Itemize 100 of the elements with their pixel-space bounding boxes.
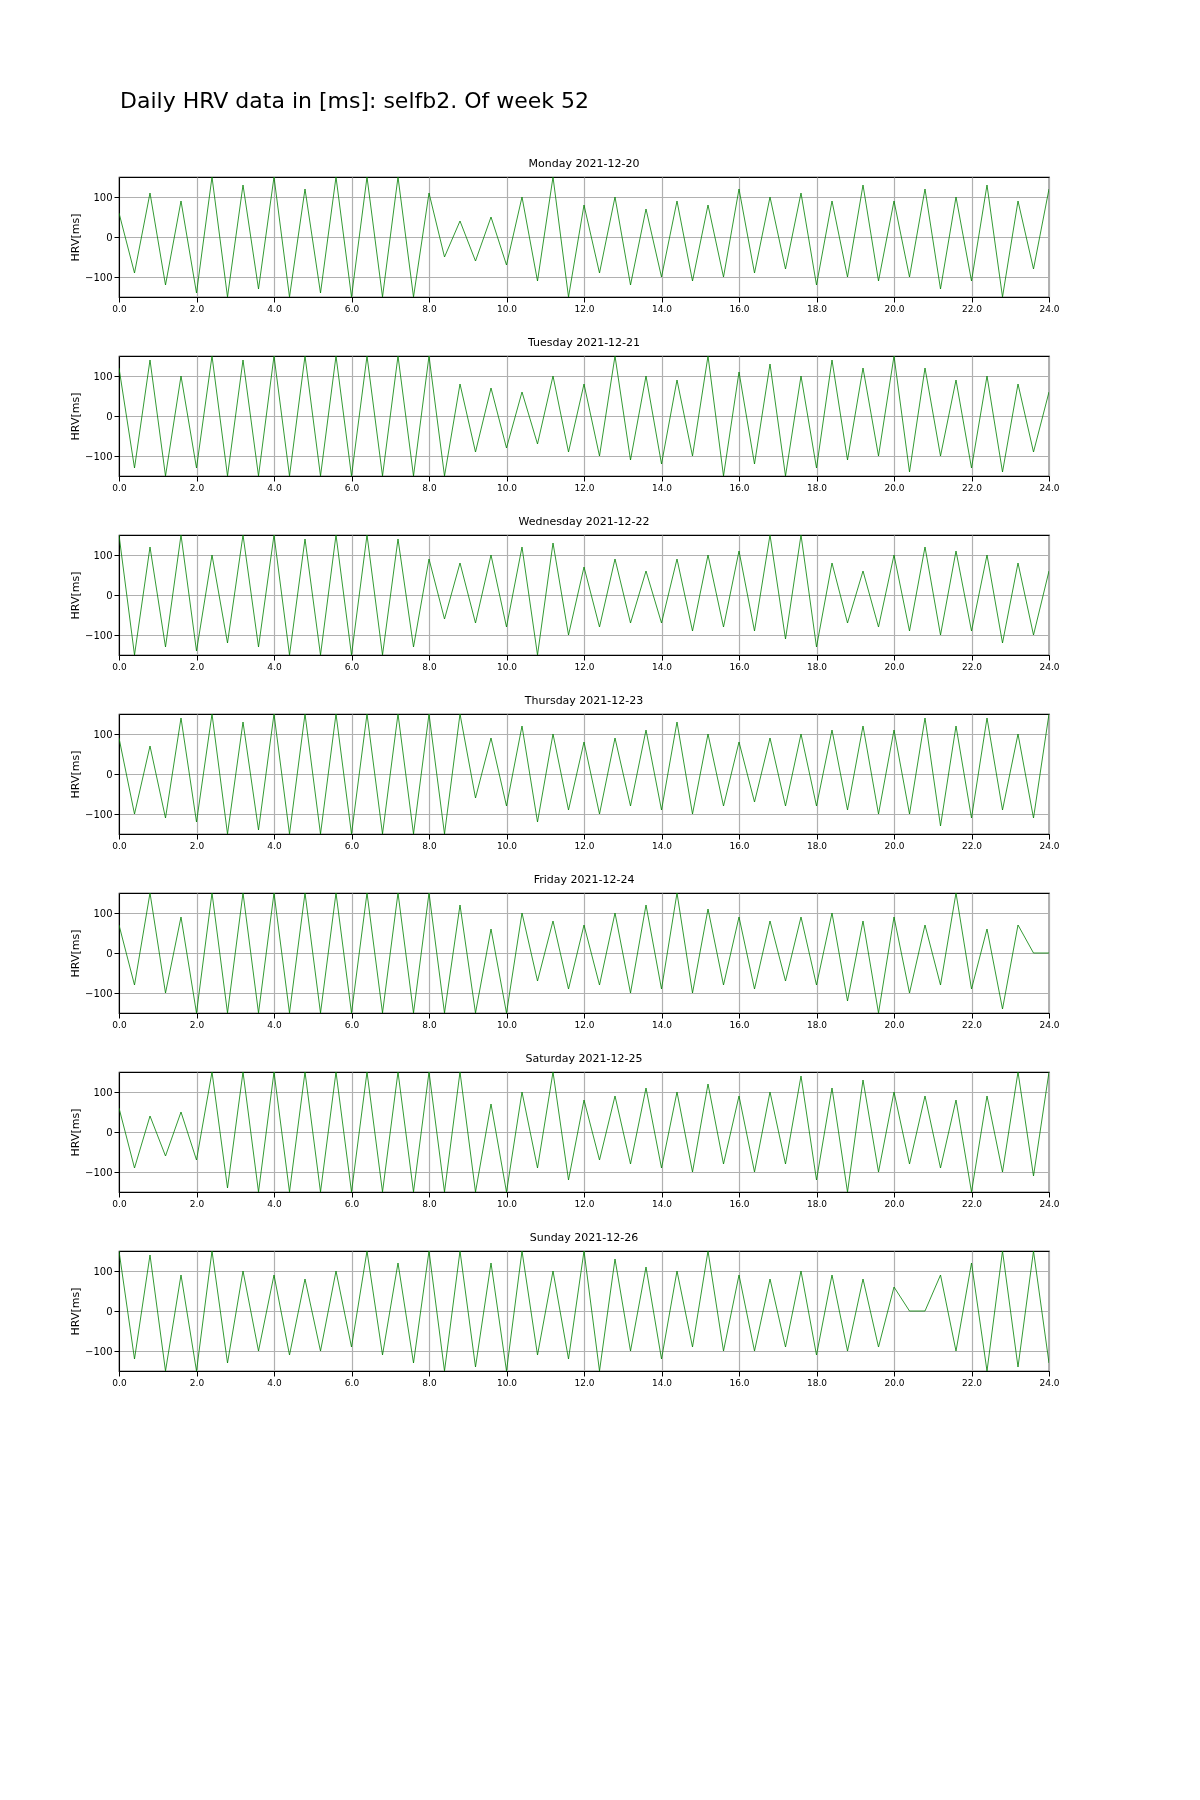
x-tick-label: 14.0: [651, 303, 673, 314]
y-axis-title: HRV[ms]: [69, 750, 83, 799]
y-tick-label: −100: [85, 987, 113, 999]
chart-title: Wednesday 2021-12-22: [518, 515, 650, 528]
text: Daily HRV data in [ms]: selfb2. Of week 52: [119, 87, 591, 115]
chart-title: Saturday 2021-12-25: [525, 1052, 643, 1065]
y-tick-label: 100: [93, 549, 113, 561]
x-tick-label: 8.0: [422, 1377, 437, 1388]
x-tick-label: 20.0: [884, 1019, 905, 1030]
x-tick-label: 22.0: [961, 1019, 983, 1030]
x-tick-label: 10.0: [496, 1377, 518, 1388]
chart-title: Sunday 2021-12-26: [529, 1231, 639, 1244]
x-tick-label: 22.0: [961, 482, 983, 493]
x-tick-label: 6.0: [344, 1377, 360, 1388]
x-tick-label: 16.0: [729, 840, 750, 851]
x-tick-label: 22.0: [961, 661, 983, 672]
x-tick-label: 12.0: [574, 482, 595, 493]
x-tick-label: 8.0: [422, 1019, 437, 1030]
x-tick-label: 0.0: [112, 1377, 127, 1388]
x-tick-label: 0.0: [112, 303, 127, 314]
x-tick-label: 4.0: [267, 1198, 282, 1209]
y-tick-label: 0: [106, 947, 113, 959]
x-tick-label: 24.0: [1039, 1377, 1060, 1388]
x-tick-label: 12.0: [574, 1019, 595, 1030]
x-tick-label: 4.0: [267, 1019, 282, 1030]
y-tick-label: −100: [85, 450, 113, 462]
x-tick-label: 14.0: [651, 482, 673, 493]
y-tick-label: 0: [106, 410, 113, 422]
y-tick-label: −100: [85, 629, 113, 641]
x-tick-label: 24.0: [1039, 840, 1060, 851]
y-axis-title: HRV[ms]: [69, 392, 83, 441]
x-tick-label: 4.0: [267, 482, 282, 493]
y-tick-label: 100: [93, 728, 113, 740]
x-tick-label: 16.0: [729, 1377, 750, 1388]
x-tick-label: 0.0: [112, 840, 127, 851]
y-axis-title: HRV[ms]: [69, 929, 83, 978]
x-tick-label: 6.0: [344, 303, 360, 314]
x-tick-label: 0.0: [112, 661, 127, 672]
y-axis-title: HRV[ms]: [69, 571, 83, 620]
x-tick-label: 6.0: [344, 840, 360, 851]
chart-title: Monday 2021-12-20: [528, 157, 640, 170]
x-tick-label: 16.0: [729, 1019, 750, 1030]
x-tick-label: 12.0: [574, 840, 595, 851]
x-tick-label: 20.0: [884, 482, 905, 493]
y-tick-label: 0: [106, 231, 113, 243]
x-tick-label: 10.0: [496, 482, 518, 493]
x-tick-label: 0.0: [112, 1198, 127, 1209]
y-tick-label: 100: [93, 370, 113, 382]
x-tick-label: 4.0: [267, 661, 282, 672]
x-tick-label: 2.0: [189, 661, 205, 672]
y-tick-label: −100: [85, 271, 113, 283]
x-tick-label: 10.0: [496, 661, 518, 672]
x-tick-label: 24.0: [1039, 661, 1060, 672]
chart-title: Tuesday 2021-12-21: [526, 336, 641, 349]
x-tick-label: 24.0: [1039, 1019, 1060, 1030]
x-tick-label: 4.0: [267, 303, 282, 314]
x-tick-label: 24.0: [1039, 482, 1060, 493]
y-tick-label: 100: [93, 1265, 113, 1277]
x-tick-label: 18.0: [806, 840, 828, 851]
chart-title: Thursday 2021-12-23: [523, 694, 644, 707]
y-axis-title: HRV[ms]: [69, 213, 83, 262]
x-tick-label: 0.0: [112, 482, 127, 493]
x-tick-label: 6.0: [344, 1019, 360, 1030]
x-tick-label: 4.0: [267, 1377, 282, 1388]
x-tick-label: 10.0: [496, 1198, 518, 1209]
y-tick-label: −100: [85, 808, 113, 820]
x-tick-label: 20.0: [884, 303, 905, 314]
x-tick-label: 10.0: [496, 1019, 518, 1030]
x-tick-label: 2.0: [189, 303, 205, 314]
x-tick-label: 10.0: [496, 303, 518, 314]
chart-title: Friday 2021-12-24: [533, 873, 635, 886]
y-tick-label: −100: [85, 1345, 113, 1357]
y-tick-label: 100: [93, 907, 113, 919]
x-tick-label: 14.0: [651, 1377, 673, 1388]
x-tick-label: 18.0: [806, 661, 828, 672]
x-tick-label: 10.0: [496, 840, 518, 851]
x-tick-label: 22.0: [961, 1198, 983, 1209]
x-tick-label: 18.0: [806, 303, 828, 314]
x-tick-label: 16.0: [729, 303, 750, 314]
x-tick-label: 18.0: [806, 1198, 828, 1209]
x-tick-label: 18.0: [806, 1019, 828, 1030]
x-tick-label: 14.0: [651, 661, 673, 672]
x-tick-label: 8.0: [422, 303, 437, 314]
x-tick-label: 0.0: [112, 1019, 127, 1030]
x-tick-label: 2.0: [189, 1019, 205, 1030]
x-tick-label: 12.0: [574, 1377, 595, 1388]
x-tick-label: 12.0: [574, 1198, 595, 1209]
y-tick-label: −100: [85, 1166, 113, 1178]
x-tick-label: 2.0: [189, 840, 205, 851]
x-tick-label: 14.0: [651, 840, 673, 851]
x-tick-label: 22.0: [961, 303, 983, 314]
x-tick-label: 2.0: [189, 482, 205, 493]
x-tick-label: 20.0: [884, 661, 905, 672]
x-tick-label: 6.0: [344, 1198, 360, 1209]
x-tick-label: 16.0: [729, 661, 750, 672]
x-tick-label: 20.0: [884, 1377, 905, 1388]
y-tick-label: 100: [93, 1086, 113, 1098]
x-tick-label: 2.0: [189, 1377, 205, 1388]
x-tick-label: 8.0: [422, 840, 437, 851]
x-tick-label: 16.0: [729, 482, 750, 493]
